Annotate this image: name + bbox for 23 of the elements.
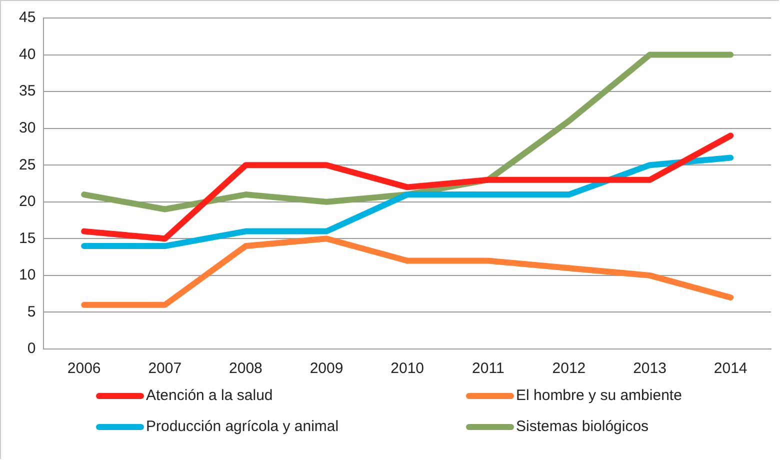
- y-tick-label: 20: [18, 193, 36, 210]
- x-tick-label: 2011: [472, 360, 504, 378]
- y-tick-label: 15: [18, 230, 36, 247]
- legend-label: Sistemas biológicos: [516, 418, 649, 435]
- x-tick-label: 2009: [310, 360, 344, 378]
- y-tick-label: 5: [27, 303, 36, 320]
- y-tick-label: 0: [27, 340, 36, 358]
- y-tick-label: 10: [18, 266, 36, 284]
- y-tick-label: 45: [18, 9, 36, 26]
- x-tick-label: 2010: [390, 360, 424, 378]
- x-tick-label: 2014: [714, 360, 748, 378]
- legend-label: El hombre y su ambiente: [516, 387, 682, 404]
- x-tick-label: 2012: [552, 360, 586, 378]
- x-tick-label: 2006: [67, 360, 101, 378]
- x-tick-label: 2013: [633, 360, 666, 378]
- legend-label: Atención a la salud: [146, 387, 273, 404]
- x-tick-label: 2007: [148, 360, 182, 378]
- legend-label: Producción agrícola y animal: [146, 418, 339, 435]
- y-tick-label: 40: [18, 46, 36, 63]
- y-tick-label: 25: [18, 156, 36, 174]
- y-tick-label: 30: [18, 119, 36, 136]
- y-tick-label: 35: [18, 82, 36, 100]
- x-tick-label: 2008: [229, 360, 262, 378]
